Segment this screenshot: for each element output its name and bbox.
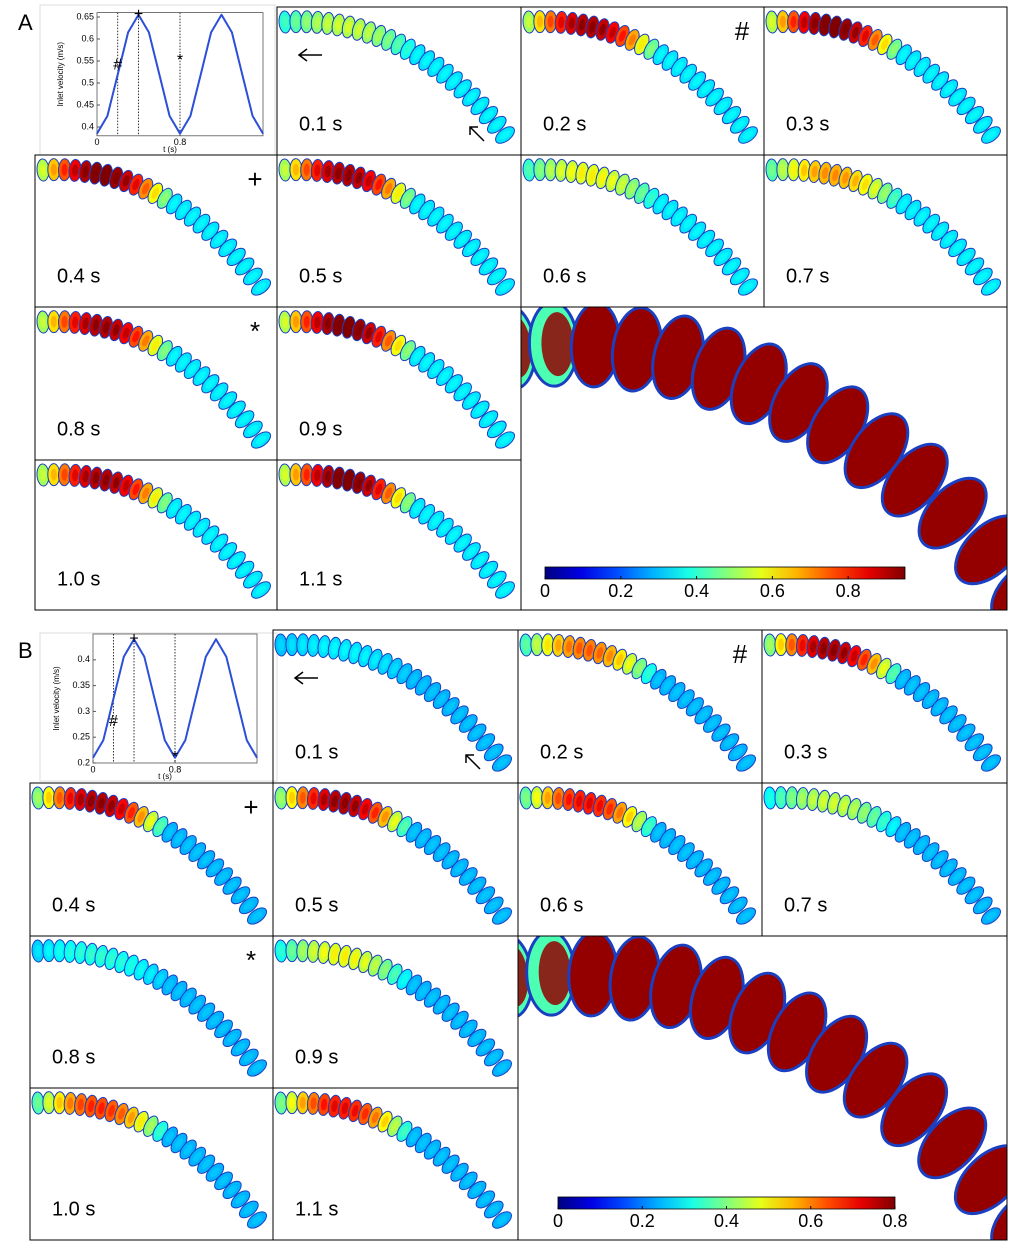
x-tick-label: 0: [90, 764, 95, 774]
velocity-marker: #: [113, 57, 122, 74]
frame-time: 0.9 s: [295, 1046, 338, 1068]
zoom-view: [480, 931, 1014, 1243]
y-axis-label: Inlet velocity (m/s): [56, 42, 65, 107]
frame-time: 1.0 s: [57, 568, 100, 590]
velocity-marker: +: [129, 630, 138, 647]
arrow: [470, 127, 484, 141]
y-tick-label: 0.3: [77, 706, 90, 716]
zoom-view: [483, 302, 1014, 636]
frame-time: 0.7 s: [784, 894, 827, 916]
frame-time: 1.1 s: [299, 568, 342, 590]
frame-symbol: +: [247, 164, 262, 194]
colorbar-tick-label: 0.2: [630, 1211, 655, 1231]
frame-time: 1.0 s: [52, 1198, 95, 1220]
y-tick-label: 0.4: [77, 654, 90, 664]
arrow: [299, 49, 322, 61]
frame-symbol: +: [243, 792, 258, 822]
x-axis-label: t (s): [158, 772, 172, 781]
frame-time: 0.9 s: [299, 418, 342, 440]
frame-time: 0.2 s: [540, 741, 583, 763]
y-axis-label: Inlet velocity (m/s): [52, 666, 61, 731]
colorbar-tick-label: 0.2: [608, 581, 633, 601]
colorbar: [545, 567, 905, 579]
frame-symbol: #: [733, 639, 748, 669]
colorbar-tick-label: 0.6: [798, 1211, 823, 1231]
frame-time: 0.5 s: [295, 894, 338, 916]
y-tick-label: 0.2: [77, 757, 90, 767]
frame-time: 1.1 s: [295, 1198, 338, 1220]
x-tick-label: 0: [94, 137, 99, 147]
y-tick-label: 0.4: [81, 121, 94, 131]
chart-frame: [40, 5, 275, 155]
frame-symbol: #: [735, 16, 750, 46]
frame-symbol: *: [246, 945, 256, 975]
colorbar-tick-label: 0.8: [836, 581, 861, 601]
panel-label: B: [18, 638, 33, 663]
frame-time: 0.8 s: [52, 1046, 95, 1068]
frame-time: 0.4 s: [52, 894, 95, 916]
frame-time: 0.4 s: [57, 265, 100, 287]
colorbar-tick-label: 0: [540, 581, 550, 601]
velocity-marker: *: [172, 749, 178, 766]
y-tick-label: 0.6: [81, 33, 94, 43]
frame-time: 0.2 s: [543, 113, 586, 135]
frame-time: 0.6 s: [543, 265, 586, 287]
y-tick-label: 0.45: [76, 99, 94, 109]
chart-frame: [40, 633, 277, 781]
y-tick-label: 0.35: [72, 680, 90, 690]
frame-symbol: *: [250, 316, 260, 346]
colorbar-tick-label: 0.4: [714, 1211, 739, 1231]
y-tick-label: 0.55: [76, 55, 94, 65]
velocity-marker: *: [177, 52, 183, 69]
colorbar-tick-label: 0.8: [882, 1211, 907, 1231]
frame-time: 0.7 s: [786, 265, 829, 287]
arrow: [295, 672, 318, 684]
frame-time: 0.3 s: [786, 113, 829, 135]
frame-time: 0.8 s: [57, 418, 100, 440]
frame-time: 0.6 s: [540, 894, 583, 916]
frame-time: 0.3 s: [784, 741, 827, 763]
colorbar-tick-label: 0.6: [760, 581, 785, 601]
frame-time: 0.5 s: [299, 265, 342, 287]
figure: A 0.4 0.45 0.5 0.55 0.6 0.65 0 0.8 t (s) Inlet vel…: [0, 0, 1014, 1243]
colorbar-tick-label: 0: [553, 1211, 563, 1231]
arrow: [466, 755, 480, 769]
colorbar-tick-label: 0.4: [684, 581, 709, 601]
velocity-marker: #: [109, 713, 118, 730]
x-axis-label: t (s): [163, 145, 177, 154]
velocity-marker: +: [134, 6, 143, 23]
frame-time: 0.1 s: [299, 113, 342, 135]
y-tick-label: 0.65: [76, 11, 94, 21]
panel-label: A: [18, 10, 33, 35]
frame-time: 0.1 s: [295, 741, 338, 763]
y-tick-label: 0.5: [81, 77, 94, 87]
y-tick-label: 0.25: [72, 732, 90, 742]
